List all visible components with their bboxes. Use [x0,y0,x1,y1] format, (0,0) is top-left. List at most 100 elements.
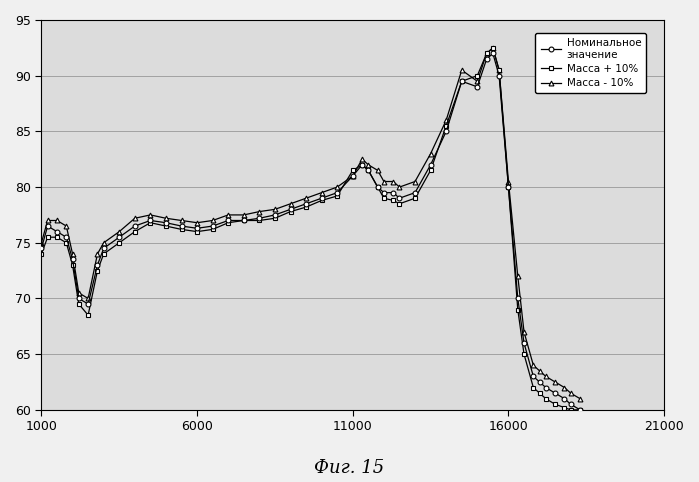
Номинальное
значение [208,223,217,229]
Масса + 10% [426,167,435,173]
Масса - 10% [535,368,544,374]
Масса - 10% [131,215,139,221]
Масса + 10% [473,73,482,79]
Масса + 10% [395,201,403,207]
Масса + 10% [482,51,491,56]
Масса + 10% [43,234,52,240]
Масса + 10% [514,307,522,312]
Масса - 10% [504,179,512,185]
Масса + 10% [542,396,550,402]
Номинальное
значение [193,226,201,231]
Line: Номинальное
значение: Номинальное значение [39,51,582,412]
Масса + 10% [37,251,45,257]
Масса - 10% [255,209,264,214]
Номинальное
значение [43,223,52,229]
Масса - 10% [380,179,388,185]
Номинальное
значение [75,295,83,301]
Номинальное
значение [37,245,45,251]
Номинальное
значение [551,390,559,396]
Масса - 10% [37,240,45,246]
Номинальное
значение [131,223,139,229]
Масса + 10% [411,195,419,201]
Номинальное
значение [146,217,154,223]
Legend: Номинальное
значение, Масса + 10%, Масса - 10%: Номинальное значение, Масса + 10%, Масса… [535,33,647,94]
Номинальное
значение [93,262,101,268]
Масса + 10% [333,193,341,199]
Номинальное
значение [84,301,92,307]
Масса - 10% [302,195,310,201]
Масса - 10% [514,273,522,279]
Номинальное
значение [561,396,569,402]
Номинальное
значение [442,129,450,134]
Масса - 10% [561,385,569,390]
Номинальное
значение [566,402,575,407]
Масса - 10% [551,379,559,385]
Номинальное
значение [224,217,233,223]
Номинальное
значение [411,190,419,196]
Масса - 10% [75,290,83,296]
Масса - 10% [43,217,52,223]
Номинальное
значение [520,340,528,346]
Масса + 10% [208,227,217,232]
Масса - 10% [482,51,491,56]
Масса + 10% [99,251,108,257]
Масса - 10% [489,45,497,51]
Номинальное
значение [62,234,71,240]
Номинальное
значение [271,212,279,218]
Номинальное
значение [255,215,264,221]
Номинальное
значение [99,245,108,251]
Масса - 10% [358,156,366,162]
Масса + 10% [317,198,326,203]
Масса - 10% [224,212,233,218]
Масса - 10% [53,217,62,223]
Масса - 10% [411,179,419,185]
Номинальное
значение [529,374,538,379]
Масса + 10% [69,262,77,268]
Масса - 10% [84,295,92,301]
Масса - 10% [208,217,217,223]
Масса - 10% [395,184,403,190]
Номинальное
значение [287,206,295,212]
Масса + 10% [364,167,373,173]
Масса - 10% [495,67,503,73]
Масса + 10% [84,312,92,318]
Номинальное
значение [69,256,77,262]
Номинальное
значение [240,217,248,223]
Номинальное
значение [178,223,186,229]
Масса - 10% [333,184,341,190]
Масса + 10% [380,195,388,201]
Масса - 10% [93,251,101,257]
Масса + 10% [161,223,170,229]
Масса + 10% [520,351,528,357]
Масса + 10% [442,123,450,129]
Масса + 10% [504,184,512,190]
Масса - 10% [442,117,450,123]
Масса + 10% [389,198,398,203]
Номинальное
значение [161,220,170,226]
Масса + 10% [53,234,62,240]
Масса - 10% [287,201,295,207]
Масса + 10% [458,79,466,84]
Масса + 10% [551,402,559,407]
Масса + 10% [535,390,544,396]
Номинальное
значение [373,184,382,190]
Номинальное
значение [495,73,503,79]
Номинальное
значение [535,379,544,385]
Line: Масса - 10%: Масса - 10% [39,45,582,401]
Масса + 10% [302,204,310,210]
Масса + 10% [62,240,71,246]
Масса - 10% [576,396,584,402]
Масса + 10% [373,184,382,190]
Масса - 10% [69,251,77,257]
Масса + 10% [495,67,503,73]
Масса - 10% [240,212,248,218]
Номинальное
значение [514,295,522,301]
Масса + 10% [287,209,295,214]
Масса + 10% [93,268,101,273]
Масса + 10% [193,229,201,235]
Номинальное
значение [482,56,491,62]
Номинальное
значение [115,234,124,240]
Масса + 10% [561,405,569,411]
Масса - 10% [389,179,398,185]
Масса + 10% [529,385,538,390]
